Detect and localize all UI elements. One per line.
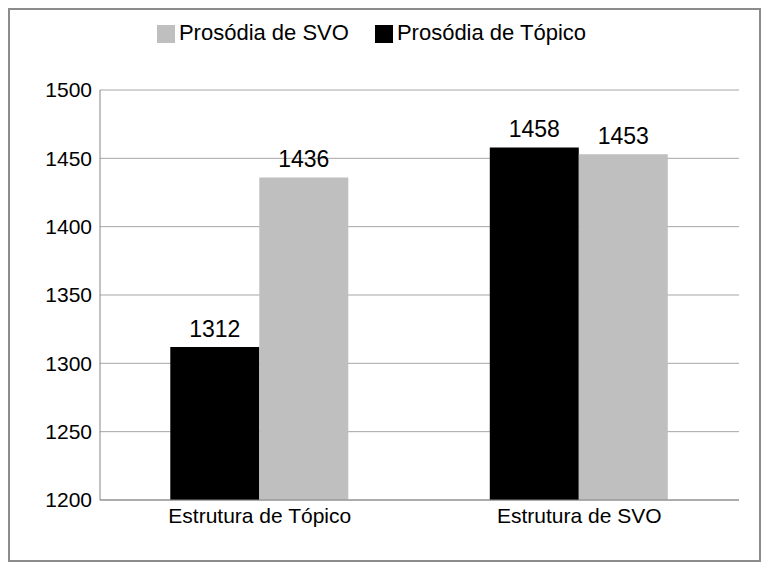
svg-text:1400: 1400: [45, 215, 92, 238]
svg-text:1350: 1350: [45, 283, 92, 306]
svg-text:1200: 1200: [45, 488, 92, 511]
html-text:Prosódia de SVO: Prosódia de SVO: [178, 20, 349, 45]
svg-text:1300: 1300: [45, 352, 92, 375]
svg-text:1500: 1500: [45, 78, 92, 101]
svg-text:1458: 1458: [509, 116, 560, 142]
svg-text:1312: 1312: [189, 316, 240, 342]
svg-text:1453: 1453: [598, 123, 649, 149]
html-text:Prosódia de Tópico: Prosódia de Tópico: [396, 20, 587, 45]
svg-text:1250: 1250: [45, 420, 92, 443]
svg-text:Estrutura de Tópico: Estrutura de Tópico: [168, 504, 351, 527]
svg-text:Estrutura de SVO: Estrutura de SVO: [497, 504, 662, 527]
svg-text:1450: 1450: [45, 147, 92, 170]
svg-text:1436: 1436: [278, 146, 329, 172]
